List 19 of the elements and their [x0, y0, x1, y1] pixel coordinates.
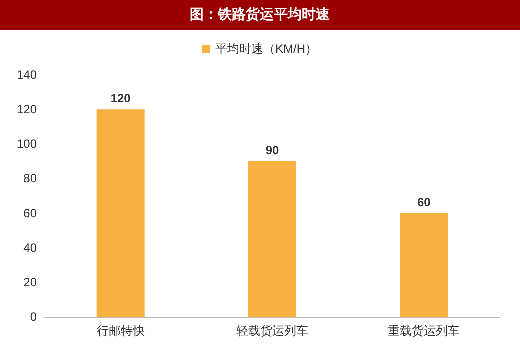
bar — [96, 110, 145, 317]
x-tick-label: 轻载货运列车 — [236, 324, 308, 338]
y-tick-label: 60 — [24, 206, 38, 220]
data-label: 120 — [110, 92, 132, 106]
data-label: 60 — [417, 195, 432, 210]
y-tick-label: 80 — [24, 172, 38, 186]
bar — [400, 213, 448, 317]
y-tick-label: 140 — [16, 68, 38, 82]
y-tick-label: 100 — [16, 137, 38, 152]
y-tick-label: 20 — [24, 275, 38, 290]
y-tick-label: 40 — [24, 240, 38, 255]
chart-title: 图：铁路货运平均时速 — [0, 0, 520, 30]
y-tick-label: 120 — [16, 102, 38, 117]
data-label: 90 — [266, 143, 280, 158]
bar — [248, 161, 296, 317]
legend-label: 平均时速（KM/H） — [216, 42, 318, 56]
x-tick-label: 重载货运列车 — [388, 324, 460, 338]
x-tick-label: 行邮特快 — [96, 324, 145, 338]
y-tick-label: 0 — [30, 310, 38, 324]
